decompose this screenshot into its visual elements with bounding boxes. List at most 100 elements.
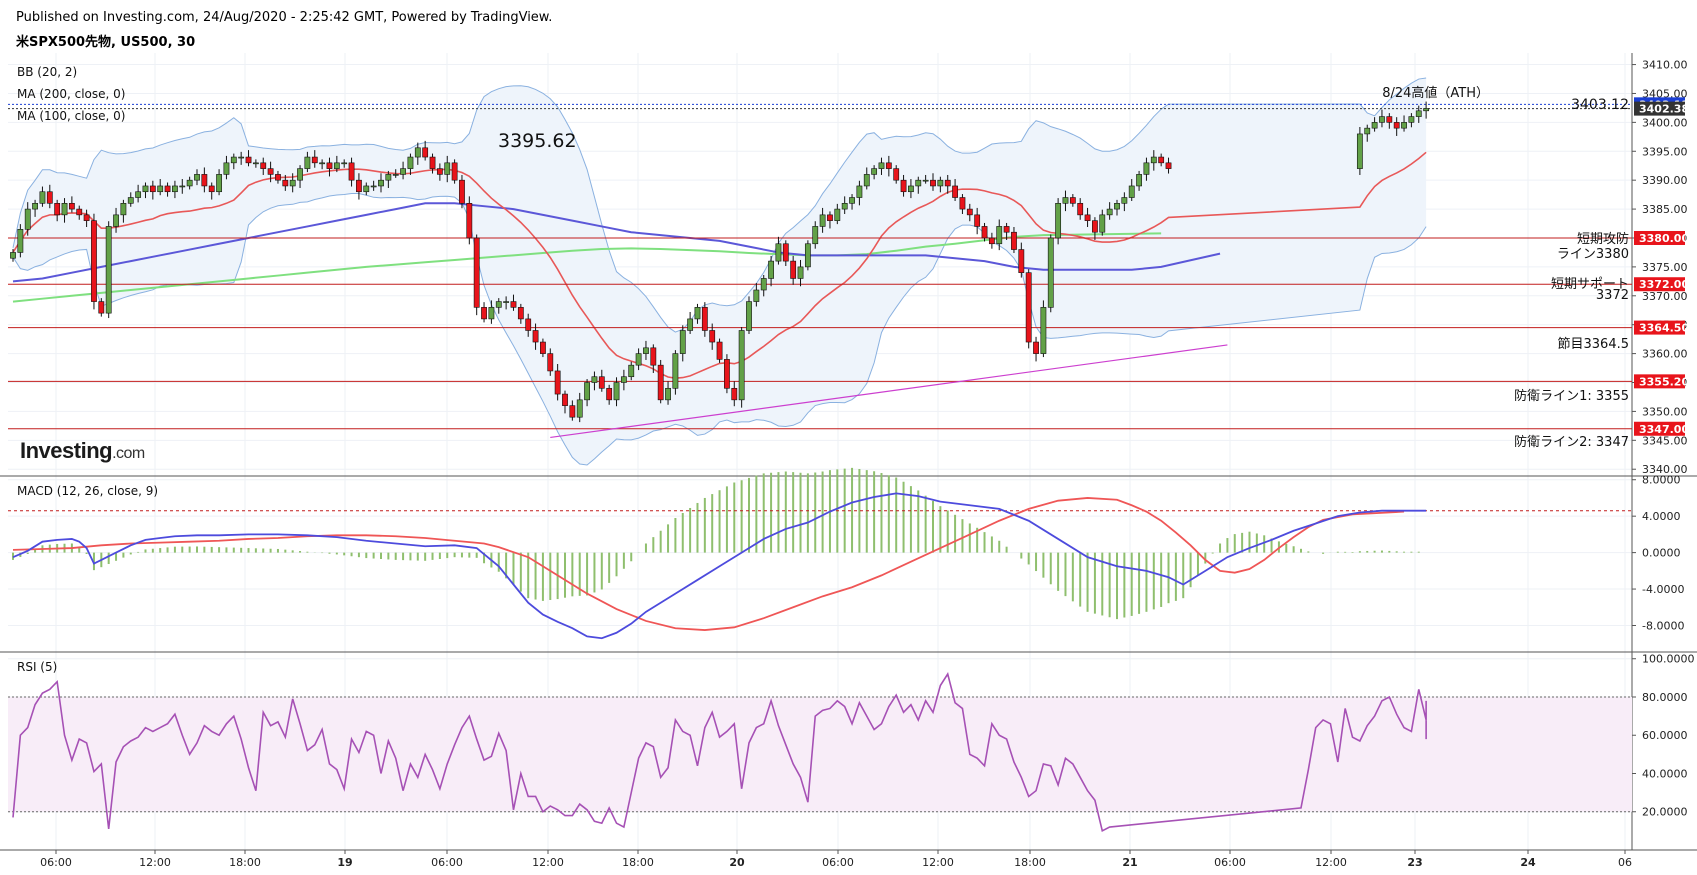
candle-body — [1011, 231, 1017, 250]
published-note: Published on Investing.com, 24/Aug/2020 … — [16, 10, 553, 25]
candle-body — [201, 174, 208, 187]
candle-body — [356, 179, 362, 193]
candle-body — [532, 330, 539, 343]
candle-body — [503, 301, 510, 303]
price-tag-bg — [1634, 320, 1685, 335]
time-axis-tick-label: 23 — [1407, 856, 1422, 869]
candle-body — [414, 147, 421, 158]
candle-body — [849, 197, 855, 204]
candle-body — [1423, 108, 1430, 112]
legend-ma200[interactable]: MA (200, close, 0) — [17, 87, 126, 101]
annotation-peak: 3395.62 — [498, 130, 577, 152]
price-axis-tick-label: 3395.00 — [1642, 145, 1688, 158]
candle-body — [1415, 110, 1422, 117]
candle-body — [635, 353, 642, 366]
candle-body — [333, 162, 340, 169]
candle-body — [768, 260, 774, 279]
candle-body — [1099, 214, 1106, 233]
candle-body — [738, 330, 745, 401]
candle-body — [208, 185, 215, 193]
price-axis-tick-label: 3405.00 — [1642, 87, 1688, 100]
candle-body — [238, 156, 245, 159]
time-axis-tick-label: 06 — [1618, 856, 1632, 869]
candle-body — [959, 197, 966, 210]
time-axis-tick-label: 12:00 — [922, 856, 954, 869]
candle-body — [98, 301, 105, 314]
logo-main: Investing — [20, 438, 113, 463]
candle-body — [974, 214, 981, 227]
candle-body — [576, 399, 583, 418]
candle-body — [1040, 307, 1047, 354]
candle-body — [348, 162, 355, 181]
candle-body — [679, 330, 686, 354]
candle-body — [694, 307, 701, 320]
candle-body — [709, 330, 716, 343]
candle-body — [32, 203, 38, 210]
candle-body — [1128, 185, 1135, 198]
time-axis-tick-label: 18:00 — [622, 856, 654, 869]
candle-body — [127, 197, 134, 204]
price-axis-tick-label: 3360.00 — [1642, 348, 1688, 361]
price-tag-bg — [1634, 421, 1685, 436]
candle-body — [76, 208, 83, 216]
candle-body — [841, 203, 848, 210]
time-axis-tick-label: 06:00 — [40, 856, 72, 869]
candle-body — [569, 405, 576, 418]
legend-macd[interactable]: MACD (12, 26, close, 9) — [17, 484, 159, 498]
candle-body — [591, 376, 598, 383]
candle-body — [760, 278, 767, 291]
price-tag-label: 3402.38 — [1639, 103, 1689, 116]
candle-body — [952, 185, 958, 198]
legend-ma100[interactable]: MA (100, close, 0) — [17, 109, 126, 123]
candle-body — [260, 162, 267, 169]
candle-body — [908, 185, 914, 193]
candle-body — [547, 353, 554, 372]
price-axis-tick-label: 3340.00 — [1642, 463, 1688, 476]
candle-body — [804, 243, 811, 268]
candle-body — [834, 208, 841, 221]
candle-body — [1356, 133, 1363, 169]
macd-signal-line — [12, 497, 1405, 631]
candle-body — [488, 307, 495, 320]
candle-body — [10, 252, 16, 259]
candle-body — [893, 168, 900, 181]
candle-body — [1077, 203, 1084, 216]
candle-body — [282, 179, 289, 187]
investing-logo: Investing.com — [20, 438, 145, 464]
candle-body — [930, 179, 936, 187]
rsi-axis-tick-label: 20.0000 — [1642, 806, 1688, 819]
candle-body — [937, 179, 944, 187]
candle-body — [61, 203, 68, 216]
candle-body — [827, 214, 833, 221]
candle-body — [113, 214, 119, 227]
price-tag-bg — [1634, 277, 1685, 292]
candle-body — [1084, 214, 1091, 221]
candle-body — [363, 185, 370, 193]
price-tag-label: 3364.50 — [1639, 322, 1689, 335]
candle-body — [797, 266, 804, 279]
candle-body — [1047, 237, 1054, 308]
candle-body — [68, 203, 75, 210]
candle-body — [83, 214, 90, 221]
support-trend-line — [550, 344, 1228, 439]
price-axis-tick-label: 3410.00 — [1642, 59, 1688, 72]
candle-body — [172, 185, 178, 193]
candle-body — [230, 156, 237, 164]
candle-body — [459, 179, 465, 204]
legend-bb[interactable]: BB (20, 2) — [17, 65, 78, 79]
time-axis-tick-label: 12:00 — [532, 856, 564, 869]
candle-body — [878, 162, 885, 169]
legend-rsi[interactable]: RSI (5) — [17, 660, 58, 674]
price-tag-label: 3380.00 — [1639, 232, 1689, 245]
rsi-axis-tick-label: 80.0000 — [1642, 691, 1688, 704]
candle-body — [812, 226, 819, 245]
candle-body — [46, 191, 53, 204]
rsi-axis-tick-label: 40.0000 — [1642, 767, 1688, 780]
time-axis-tick-label: 12:00 — [139, 856, 171, 869]
candle-body — [304, 156, 311, 169]
candle-body — [915, 179, 922, 187]
candle-body — [753, 289, 760, 302]
time-axis-tick-label: 21 — [1122, 856, 1137, 869]
price-tag-label: 3372.00 — [1639, 278, 1689, 291]
price-axis-tick-label: 3375.00 — [1642, 261, 1688, 274]
